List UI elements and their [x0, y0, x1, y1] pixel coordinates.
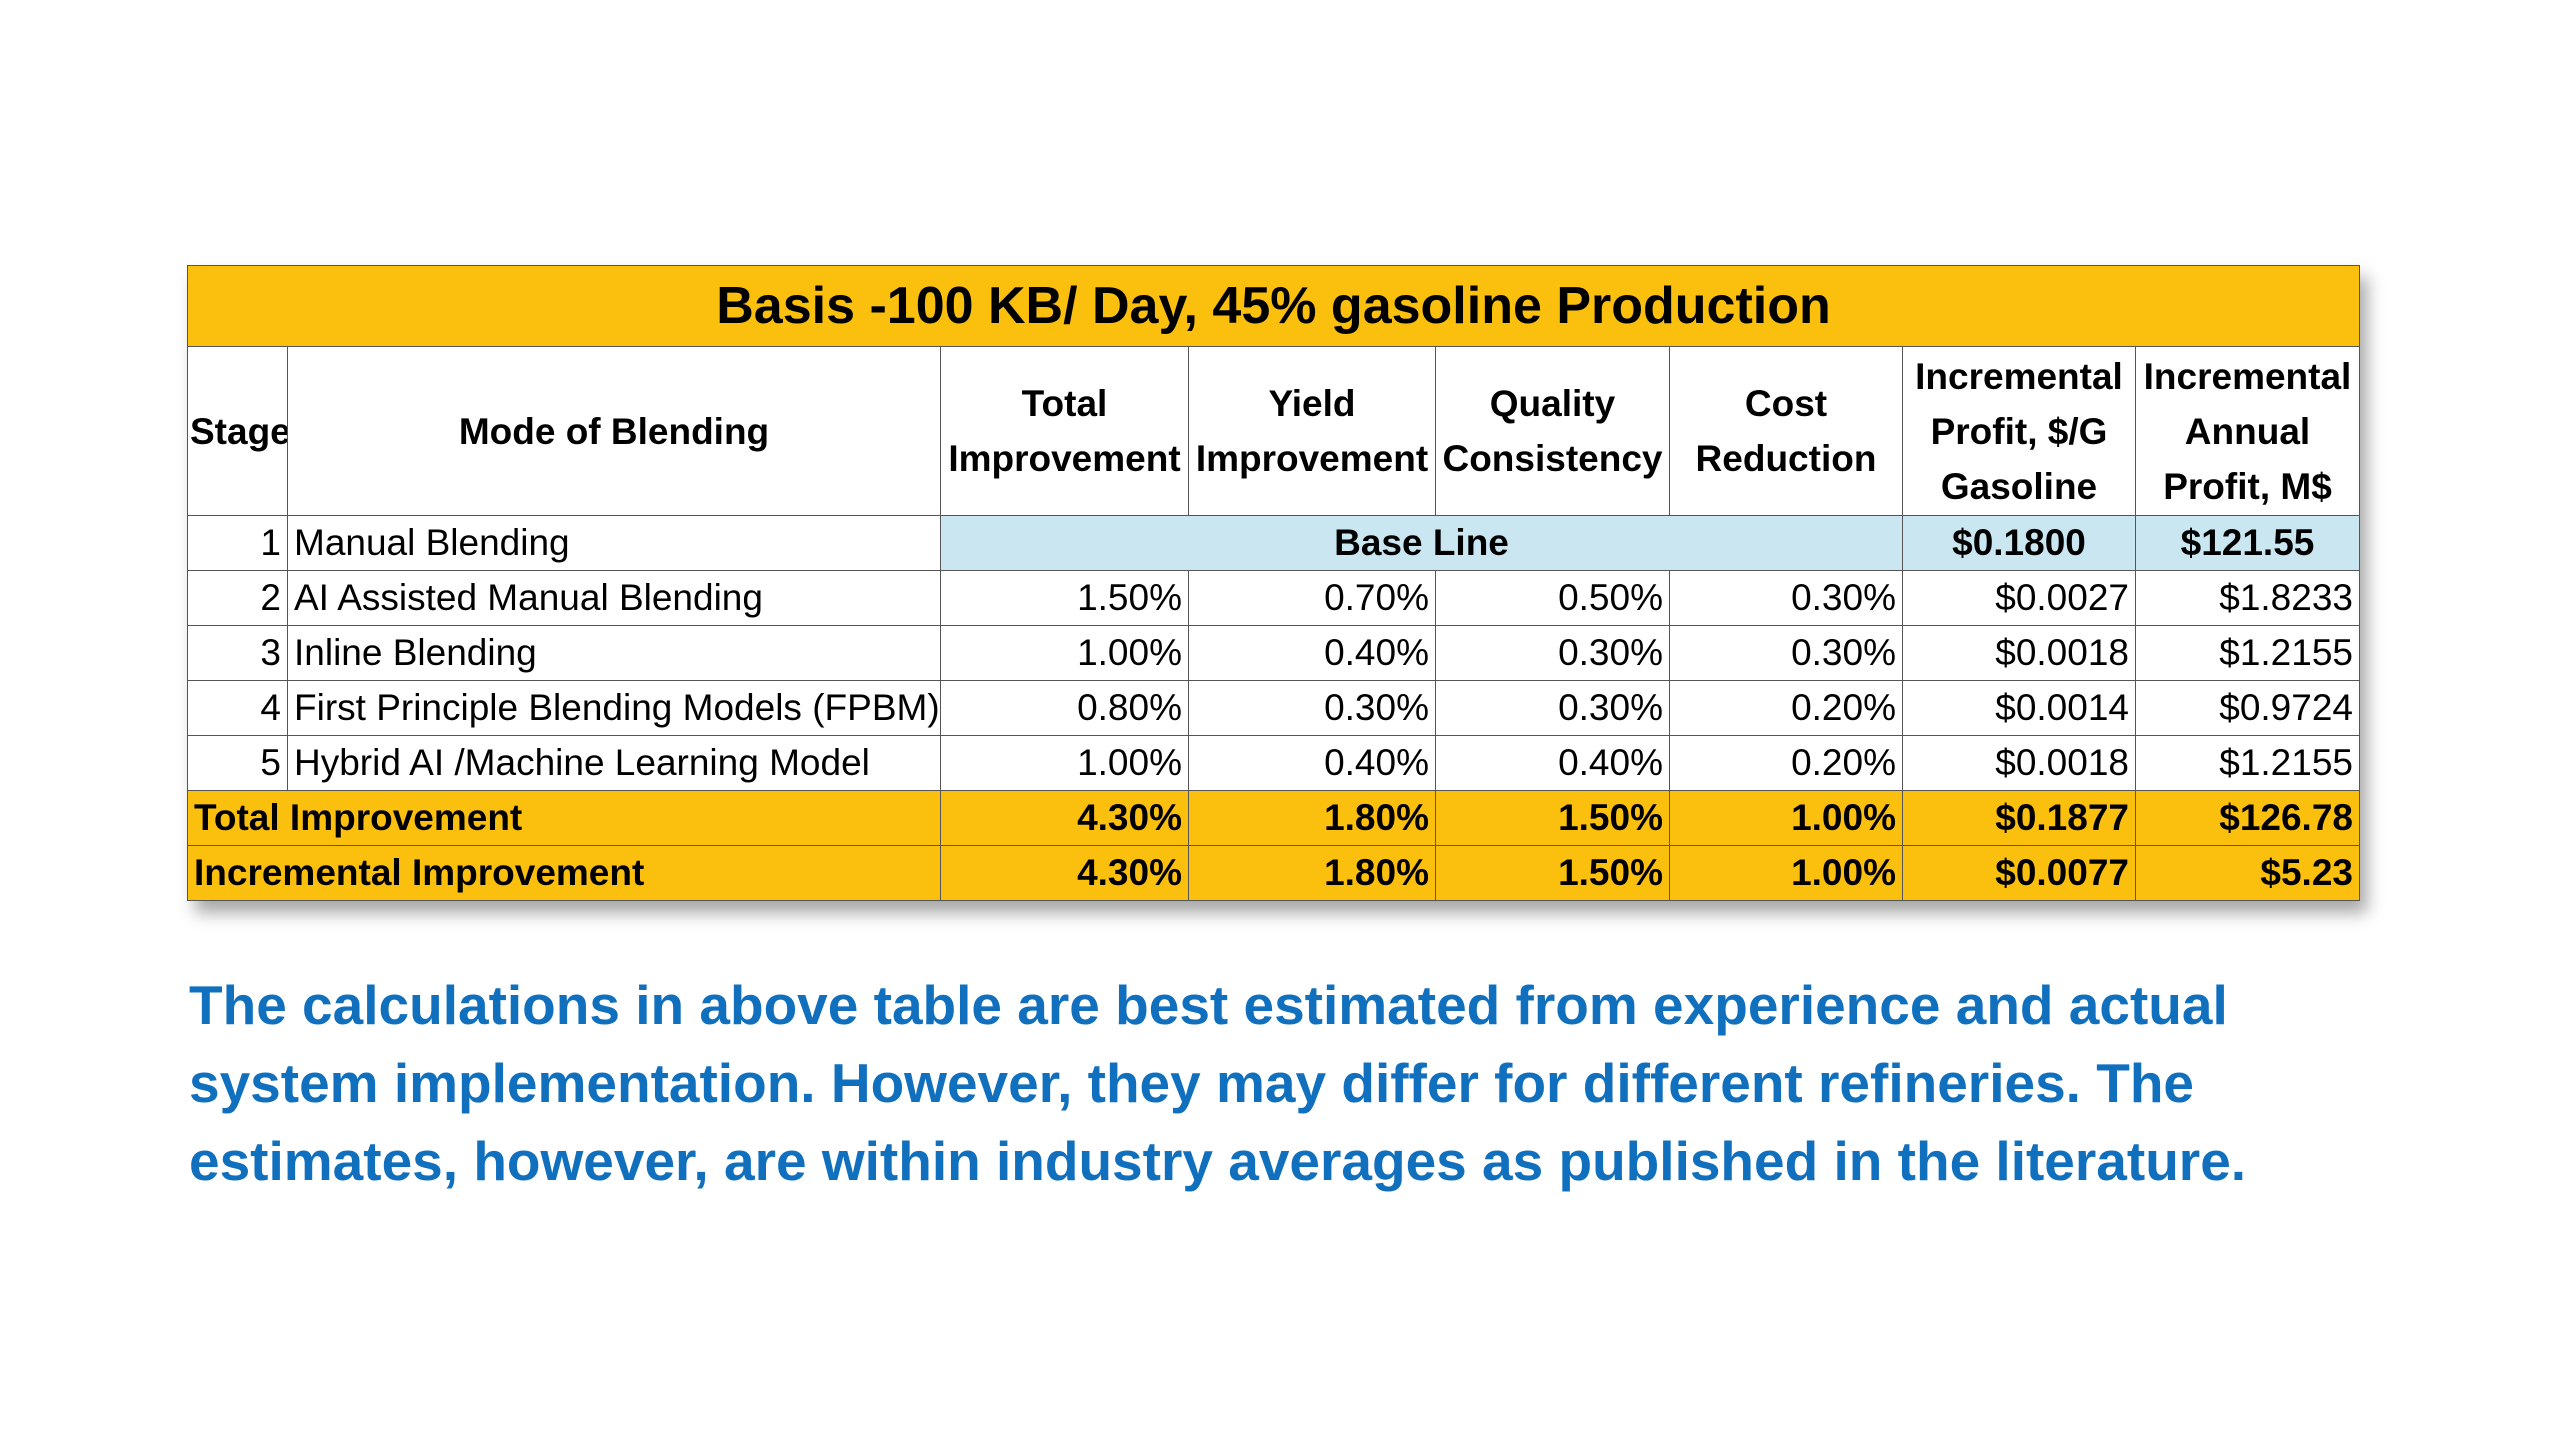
cell-yield-improvement: 1.80% [1188, 845, 1436, 901]
cell-stage: 2 [187, 570, 288, 626]
cell-mode: AI Assisted Manual Blending [287, 570, 941, 626]
table-row-baseline: 1 Manual Blending Base Line $0.1800 $121… [187, 515, 2360, 571]
cell-profit-per-gallon: $0.1877 [1902, 790, 2136, 846]
cell-quality-consistency: 0.30% [1435, 625, 1670, 681]
header-cost-reduction: Cost Reduction [1669, 346, 1903, 516]
header-line: Incremental [1915, 355, 2123, 397]
table-row: 3 Inline Blending 1.00% 0.40% 0.30% 0.30… [187, 625, 2360, 681]
header-incremental-profit-per-gallon: Incremental Profit, $/G Gasoline [1902, 346, 2136, 516]
cell-cost-reduction: 0.30% [1669, 570, 1903, 626]
header-yield-improvement: Yield Improvement [1188, 346, 1436, 516]
header-incremental-annual-profit: Incremental Annual Profit, M$ [2135, 346, 2360, 516]
cell-mode: Hybrid AI /Machine Learning Model [287, 735, 941, 791]
header-mode-of-blending: Mode of Blending [287, 346, 941, 516]
cell-cost-reduction: 0.20% [1669, 735, 1903, 791]
blending-table-container: Basis -100 KB/ Day, 45% gasoline Product… [187, 265, 2360, 901]
cell-yield-improvement: 0.30% [1188, 680, 1436, 736]
cell-annual-profit: $5.23 [2135, 845, 2360, 901]
cell-yield-improvement: 0.40% [1188, 735, 1436, 791]
header-line: Gasoline [1940, 465, 2098, 507]
cell-quality-consistency: 0.40% [1435, 735, 1670, 791]
cell-cost-reduction: 1.00% [1669, 845, 1903, 901]
cell-baseline-label: Base Line [940, 515, 1903, 571]
cell-yield-improvement: 0.70% [1188, 570, 1436, 626]
cell-profit-per-gallon: $0.1800 [1902, 515, 2136, 571]
blending-improvement-table: Basis -100 KB/ Day, 45% gasoline Product… [187, 265, 2360, 901]
cell-total-improvement: 4.30% [940, 845, 1189, 901]
header-line: Improvement [948, 438, 1181, 479]
cell-cost-reduction: 0.30% [1669, 625, 1903, 681]
table-row: 5 Hybrid AI /Machine Learning Model 1.00… [187, 735, 2360, 791]
cell-total-improvement: 4.30% [940, 790, 1189, 846]
cell-yield-improvement: 1.80% [1188, 790, 1436, 846]
cell-stage: 4 [187, 680, 288, 736]
table-row-incremental-improvement: Incremental Improvement 4.30% 1.80% 1.50… [187, 845, 2360, 901]
footnote-text: The calculations in above table are best… [189, 966, 2419, 1200]
cell-cost-reduction: 1.00% [1669, 790, 1903, 846]
header-total-improvement: Total Improvement [940, 346, 1189, 516]
cell-stage: 3 [187, 625, 288, 681]
cell-profit-per-gallon: $0.0014 [1902, 680, 2136, 736]
cell-summary-label: Incremental Improvement [187, 845, 941, 901]
cell-annual-profit: $121.55 [2135, 515, 2360, 571]
cell-yield-improvement: 0.40% [1188, 625, 1436, 681]
cell-stage: 1 [187, 515, 288, 571]
cell-annual-profit: $1.8233 [2135, 570, 2360, 626]
cell-annual-profit: $126.78 [2135, 790, 2360, 846]
cell-stage: 5 [187, 735, 288, 791]
cell-profit-per-gallon: $0.0077 [1902, 845, 2136, 901]
header-line: Cost [1744, 383, 1828, 424]
header-line: Profit, M$ [2163, 465, 2332, 507]
cell-profit-per-gallon: $0.0027 [1902, 570, 2136, 626]
header-line: Yield [1268, 383, 1356, 424]
header-quality-consistency: Quality Consistency [1435, 346, 1670, 516]
cell-summary-label: Total Improvement [187, 790, 941, 846]
cell-total-improvement: 0.80% [940, 680, 1189, 736]
cell-total-improvement: 1.00% [940, 735, 1189, 791]
column-header-row: Stage Mode of Blending Total Improvement … [187, 346, 2360, 516]
table-row-total-improvement: Total Improvement 4.30% 1.80% 1.50% 1.00… [187, 790, 2360, 846]
header-line: Total [1021, 383, 1108, 424]
cell-total-improvement: 1.00% [940, 625, 1189, 681]
table-row: 2 AI Assisted Manual Blending 1.50% 0.70… [187, 570, 2360, 626]
cell-quality-consistency: 1.50% [1435, 790, 1670, 846]
footnote-line: system implementation. However, they may… [189, 1052, 2195, 1114]
header-line: Incremental [2143, 355, 2352, 397]
footnote-line: estimates, however, are within industry … [189, 1130, 2247, 1192]
table-title: Basis -100 KB/ Day, 45% gasoline Product… [187, 265, 2360, 347]
cell-mode: Manual Blending [287, 515, 941, 571]
cell-annual-profit: $0.9724 [2135, 680, 2360, 736]
header-line: Reduction [1695, 438, 1877, 479]
cell-annual-profit: $1.2155 [2135, 625, 2360, 681]
cell-quality-consistency: 0.30% [1435, 680, 1670, 736]
header-line: Quality [1489, 383, 1616, 424]
cell-profit-per-gallon: $0.0018 [1902, 625, 2136, 681]
cell-mode: First Principle Blending Models (FPBM) [287, 680, 941, 736]
table-row: 4 First Principle Blending Models (FPBM)… [187, 680, 2360, 736]
cell-profit-per-gallon: $0.0018 [1902, 735, 2136, 791]
cell-cost-reduction: 0.20% [1669, 680, 1903, 736]
header-line: Consistency [1442, 438, 1663, 479]
footnote-line: The calculations in above table are best… [189, 974, 2228, 1036]
header-line: Improvement [1195, 438, 1429, 479]
table-title-row: Basis -100 KB/ Day, 45% gasoline Product… [187, 265, 2360, 347]
header-line: Annual [2184, 410, 2311, 452]
cell-total-improvement: 1.50% [940, 570, 1189, 626]
header-stage: Stage [187, 346, 288, 516]
header-line: Profit, $/G [1930, 410, 2108, 452]
cell-quality-consistency: 1.50% [1435, 845, 1670, 901]
cell-mode: Inline Blending [287, 625, 941, 681]
cell-quality-consistency: 0.50% [1435, 570, 1670, 626]
cell-annual-profit: $1.2155 [2135, 735, 2360, 791]
